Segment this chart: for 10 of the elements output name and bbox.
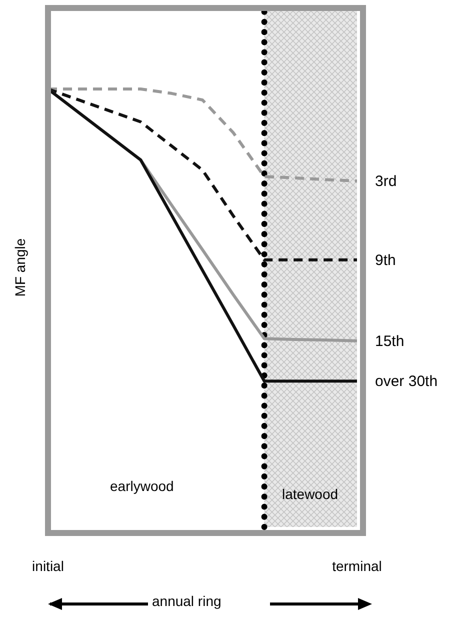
y-axis-title: MF angle — [12, 238, 28, 297]
series-label: 15th — [375, 332, 404, 350]
x-tick-label: initial — [32, 558, 64, 574]
x-tick-label: terminal — [332, 558, 382, 574]
series-label: 3rd — [375, 173, 397, 190]
x-axis-title: annual ring — [152, 593, 222, 609]
annotation: earlywood — [110, 478, 174, 494]
series-label: over 30th — [375, 373, 438, 390]
annotation: latewood — [282, 486, 338, 502]
series-label: 9th — [375, 252, 396, 269]
